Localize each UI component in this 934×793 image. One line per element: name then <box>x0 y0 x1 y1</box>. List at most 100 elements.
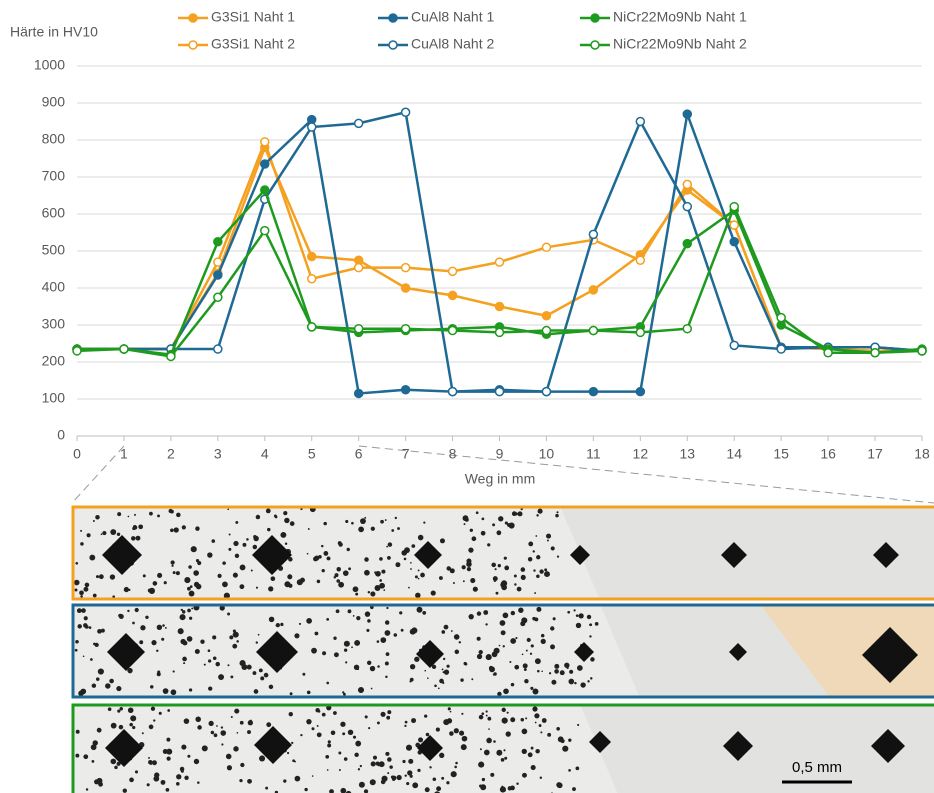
pore <box>535 535 537 537</box>
pore <box>340 722 345 727</box>
pore <box>489 666 495 672</box>
pore <box>530 653 532 655</box>
pore <box>343 693 346 696</box>
pore <box>379 761 385 767</box>
pore <box>227 613 230 616</box>
pore <box>187 755 190 758</box>
x-tick-label: 3 <box>214 446 222 462</box>
pore <box>483 610 488 615</box>
pore <box>379 557 383 561</box>
x-tick-label: 18 <box>914 446 930 462</box>
pore <box>89 555 95 561</box>
pore <box>387 556 391 560</box>
pore <box>454 728 459 733</box>
data-point <box>449 291 457 299</box>
pore <box>193 570 199 576</box>
pore <box>338 582 344 588</box>
pore <box>211 731 215 735</box>
pore <box>500 620 506 626</box>
pore <box>83 754 88 759</box>
data-point <box>449 327 457 335</box>
pore <box>546 534 551 539</box>
data-point <box>542 243 550 251</box>
x-tick-label: 13 <box>679 446 695 462</box>
pore <box>149 725 154 730</box>
pore <box>528 541 533 546</box>
pore <box>503 749 505 751</box>
pore <box>476 511 479 514</box>
pore <box>145 616 148 619</box>
pore <box>447 665 450 668</box>
data-point <box>214 293 222 301</box>
pore <box>157 573 162 578</box>
pore <box>140 625 145 630</box>
pore <box>173 670 175 672</box>
pore <box>326 618 329 621</box>
pore <box>521 575 526 580</box>
pore <box>364 517 366 519</box>
data-point <box>449 388 457 396</box>
pore <box>157 514 160 517</box>
pore <box>358 687 364 693</box>
pore <box>147 783 150 786</box>
pore <box>194 759 199 764</box>
pore <box>221 743 223 745</box>
pore <box>478 762 484 768</box>
y-tick-label: 700 <box>42 168 66 184</box>
pore <box>590 657 594 661</box>
pore <box>101 629 105 633</box>
pore <box>77 608 82 613</box>
pore <box>454 634 460 640</box>
pore <box>191 607 193 609</box>
legend-label: G3Si1 Naht 1 <box>211 9 295 25</box>
pore <box>526 650 528 652</box>
pore <box>256 587 258 589</box>
pore <box>256 641 258 643</box>
pore <box>94 643 98 647</box>
legend-label: CuAl8 Naht 2 <box>411 36 494 52</box>
x-tick-label: 1 <box>120 446 128 462</box>
y-tick-label: 800 <box>42 131 66 147</box>
pore <box>385 630 391 636</box>
pore <box>325 755 329 759</box>
pore <box>75 562 78 565</box>
pore <box>230 675 233 678</box>
pore <box>364 570 370 576</box>
pore <box>134 514 136 516</box>
pore <box>491 563 496 568</box>
pore <box>114 766 118 770</box>
pore <box>265 787 268 790</box>
pore <box>227 664 229 666</box>
pore <box>164 581 167 584</box>
pore <box>404 558 407 561</box>
pore <box>212 635 216 639</box>
pore <box>354 640 360 646</box>
y-tick-label: 0 <box>57 427 65 443</box>
pore <box>556 782 561 787</box>
data-point <box>542 388 550 396</box>
pore <box>410 568 412 570</box>
pore <box>535 749 539 753</box>
y-tick-label: 900 <box>42 94 66 110</box>
pore <box>371 761 376 766</box>
pore <box>568 679 574 685</box>
pore <box>116 686 121 691</box>
x-tick-label: 8 <box>449 446 457 462</box>
pore <box>128 516 130 518</box>
pore <box>388 542 392 546</box>
pore <box>239 584 244 589</box>
x-tick-label: 4 <box>261 446 269 462</box>
pore <box>436 728 440 732</box>
pore <box>377 640 380 643</box>
pore <box>540 731 542 733</box>
pore <box>353 586 359 592</box>
pore <box>344 641 350 647</box>
pore <box>442 668 444 670</box>
data-point <box>589 327 597 335</box>
series-line <box>77 114 922 393</box>
pore <box>311 648 317 654</box>
data-point <box>777 345 785 353</box>
pore <box>486 710 488 712</box>
pore <box>494 579 497 582</box>
data-point <box>214 238 222 246</box>
